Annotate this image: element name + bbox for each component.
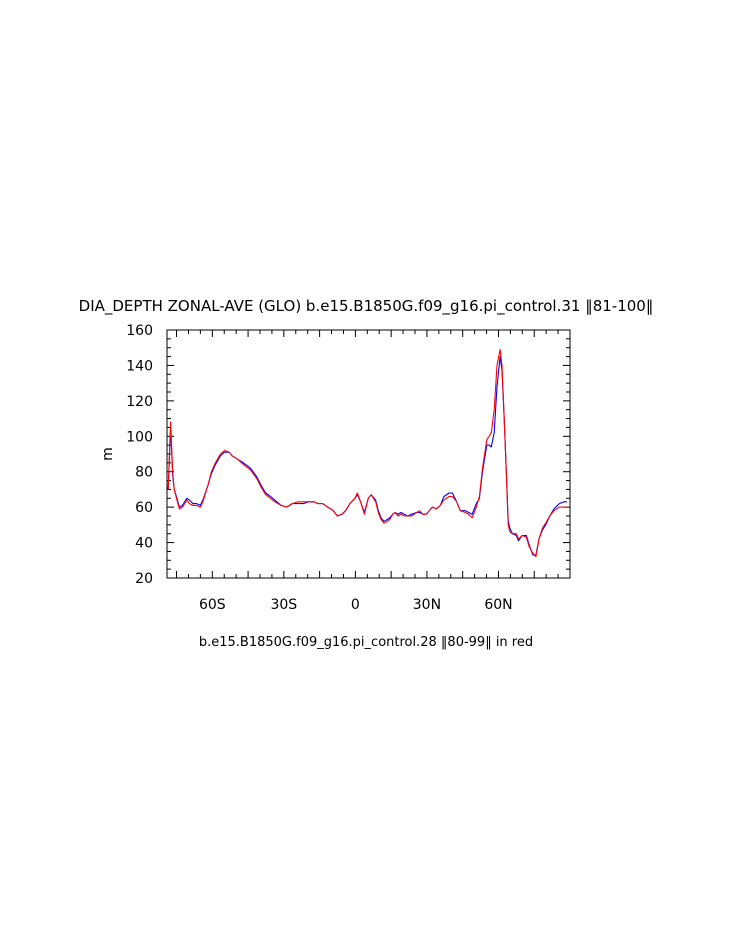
y-tick-label: 120	[126, 394, 153, 410]
x-tick-label: 30S	[270, 597, 297, 613]
y-tick-label: 60	[135, 500, 153, 516]
plot-frame	[166, 329, 571, 579]
axes: 20 40 60 80 100 120 140 160 60S 30S 0 30N 60N	[126, 323, 571, 613]
y-axis-label: m	[100, 447, 116, 461]
y-tick-label: 80	[135, 465, 153, 481]
x-tick-label: 0	[351, 597, 360, 613]
y-tick-label: 100	[126, 429, 153, 445]
series-layer	[167, 348, 568, 558]
x-tick-label: 30N	[413, 597, 441, 613]
y-tick-label: 140	[126, 358, 153, 374]
y-tick-label: 40	[135, 536, 153, 552]
x-tick-label: 60N	[484, 597, 512, 613]
y-tick-label: 160	[126, 323, 153, 339]
y-tick-label: 20	[135, 571, 153, 587]
chart-caption: b.e15.B1850G.f09_g16.pi_control.28 ‖80-9…	[199, 635, 533, 650]
chart-title: DIA_DEPTH ZONAL-AVE (GLO) b.e15.B1850G.f…	[79, 297, 654, 316]
series-line-1	[167, 356, 568, 556]
x-tick-label: 60S	[199, 597, 226, 613]
series-line-2	[167, 348, 568, 558]
